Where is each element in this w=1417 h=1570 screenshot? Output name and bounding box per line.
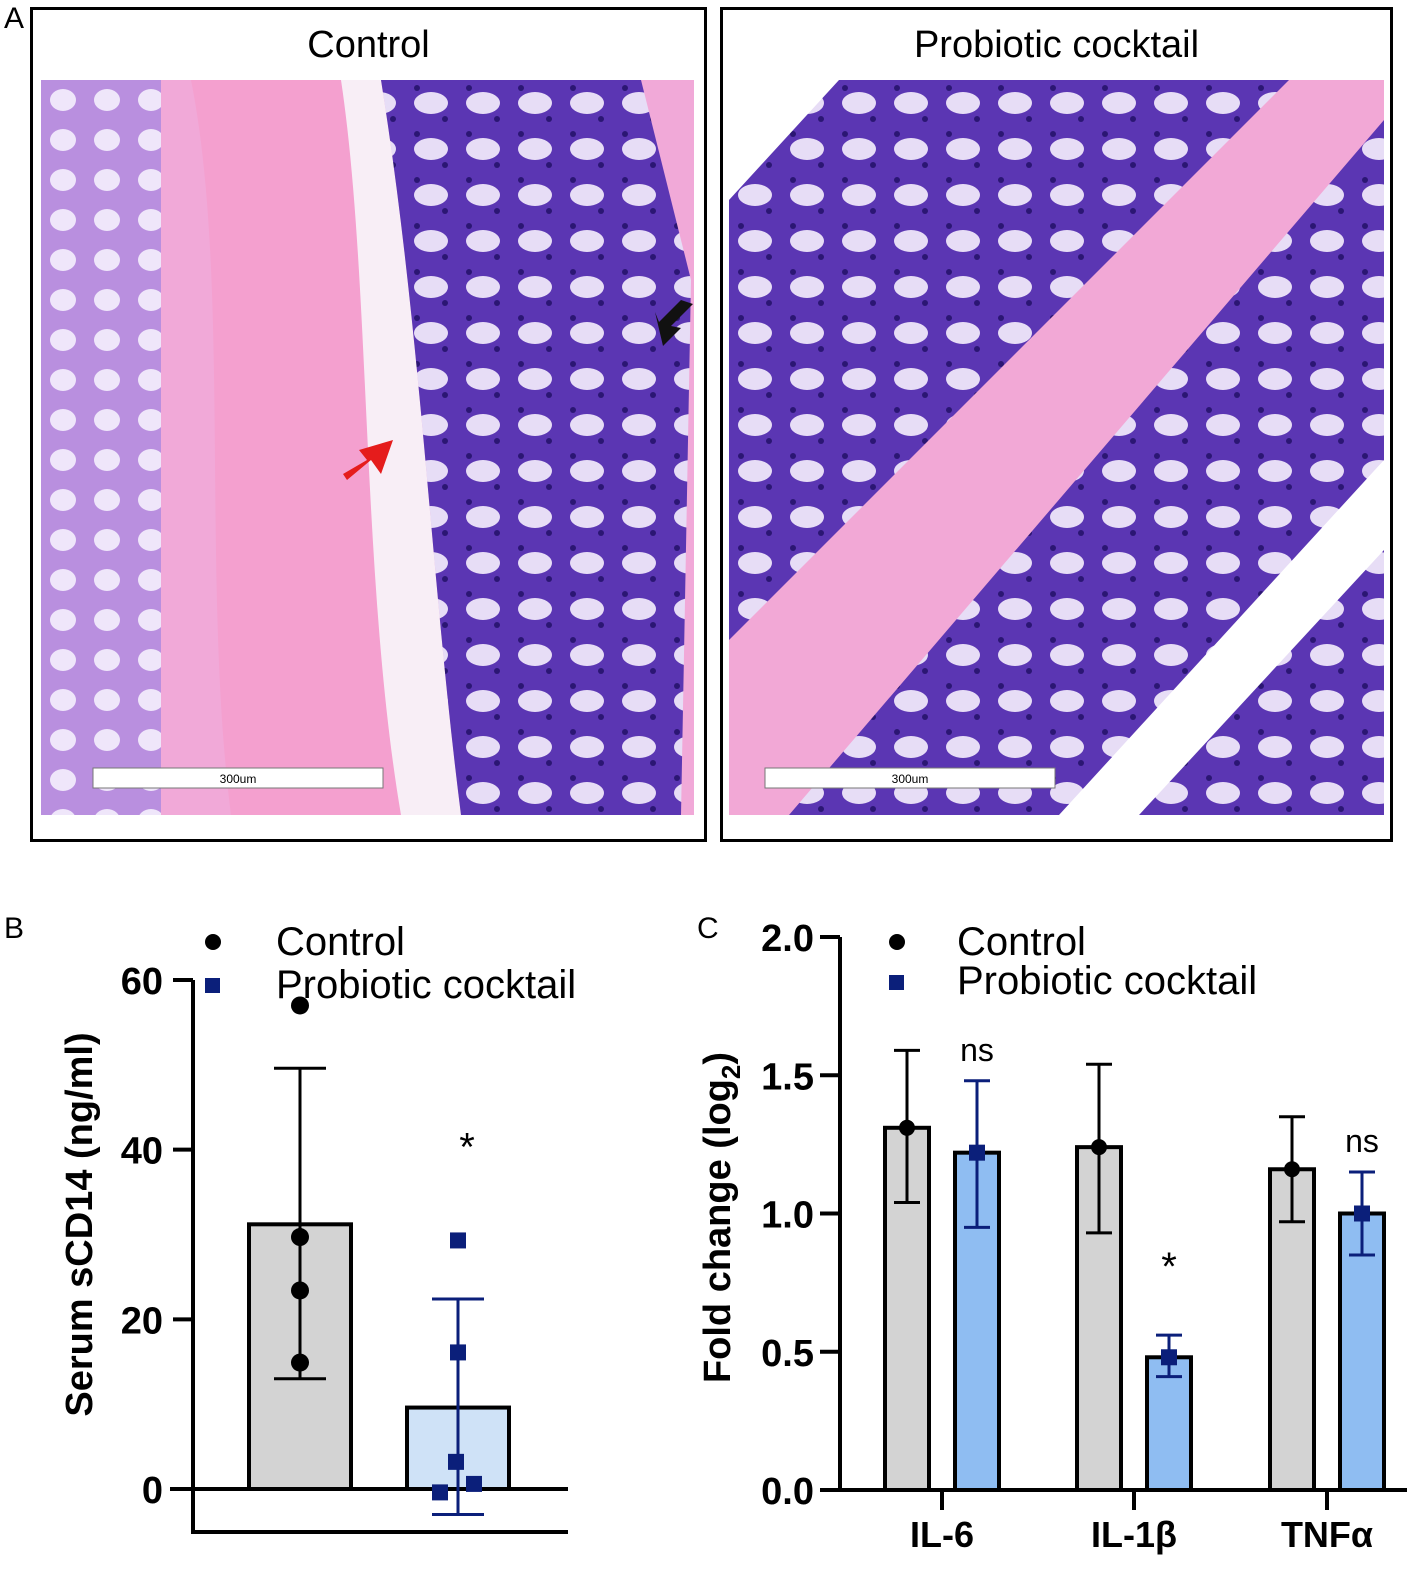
data-point-probiotic	[466, 1475, 482, 1492]
control-micrograph-title: Control	[307, 24, 430, 66]
x-tick-label: IL-1β	[1091, 1514, 1177, 1555]
fold-change-chart: 0.0 0.5 1.0 1.5 2.0 Fold change (log2) IL-6 ns I…	[697, 918, 1407, 1555]
red-arrow-icon	[343, 440, 393, 480]
significance-star: *	[459, 1126, 475, 1170]
data-point-probiotic	[432, 1484, 448, 1501]
x-tick-label: TNFα	[1281, 1514, 1373, 1555]
panel-c-letter: C	[697, 912, 719, 945]
y-tick-label: 40	[121, 1131, 163, 1173]
mean-marker-control	[899, 1119, 915, 1136]
panel-b-letter: B	[4, 912, 25, 945]
y-tick-label: 2.0	[761, 918, 814, 960]
y-tick-label: 60	[121, 961, 163, 1003]
panel-a-letter: A	[4, 2, 25, 35]
y-tick-label: 1.5	[761, 1056, 814, 1098]
legend-control-label: Control	[276, 920, 405, 964]
mean-marker-control	[1091, 1139, 1107, 1156]
significance-annotation: ns	[1345, 1123, 1379, 1159]
x-tick-label: IL-6	[910, 1514, 974, 1555]
legend-probiotic-marker	[889, 975, 904, 990]
y-tick-label: 1.0	[761, 1195, 814, 1237]
legend-probiotic-label: Probiotic cocktail	[957, 959, 1257, 1003]
data-point-control	[291, 1228, 309, 1247]
mean-marker-probiotic	[1161, 1349, 1177, 1366]
bar-control	[883, 1125, 931, 1492]
legend-probiotic-marker	[205, 978, 220, 993]
data-point-control	[291, 996, 309, 1015]
probiotic-histology-image: 300um	[729, 80, 1384, 815]
probiotic-micrograph-title: Probiotic cocktail	[913, 24, 1200, 66]
significance-annotation: ns	[960, 1032, 994, 1068]
bar-probiotic	[1145, 1355, 1193, 1492]
bar-probiotic	[1338, 1211, 1386, 1492]
serum-scd14-chart: 0 20 40 60 Serum sCD14 (ng/ml) * ControlProbio…	[59, 920, 576, 1534]
legend-probiotic-label: Probiotic cocktail	[276, 963, 576, 1007]
probiotic-micrograph-frame: Probiotic cocktail 300um	[720, 7, 1393, 842]
legend-control-marker	[205, 934, 221, 950]
black-arrow-icon	[655, 300, 693, 346]
data-point-probiotic	[450, 1344, 466, 1361]
y-tick-label: 20	[121, 1300, 163, 1342]
data-point-control	[291, 1281, 309, 1300]
y-tick-label: 0.0	[761, 1471, 814, 1513]
significance-annotation: *	[1161, 1245, 1177, 1289]
y-axis-label: Fold change (log2)	[697, 1052, 746, 1383]
data-point-probiotic	[448, 1453, 464, 1470]
bar-control	[1075, 1145, 1123, 1492]
data-point-control	[291, 1353, 309, 1372]
mean-marker-control	[1284, 1161, 1300, 1178]
y-tick-label: 0	[142, 1470, 163, 1512]
y-tick-label: 0.5	[761, 1333, 814, 1375]
control-scale-bar-label: 300um	[220, 772, 257, 786]
control-micrograph-frame: Control 300um	[30, 7, 707, 842]
y-axis-label: Serum sCD14 (ng/ml)	[59, 1032, 101, 1416]
mean-marker-probiotic	[969, 1144, 985, 1161]
data-point-probiotic	[450, 1232, 466, 1249]
legend-control-marker	[889, 934, 905, 950]
control-histology-image: 300um	[41, 80, 694, 815]
probiotic-scale-bar-label: 300um	[892, 772, 929, 786]
mean-marker-probiotic	[1354, 1205, 1370, 1222]
legend-control-label: Control	[957, 920, 1086, 964]
